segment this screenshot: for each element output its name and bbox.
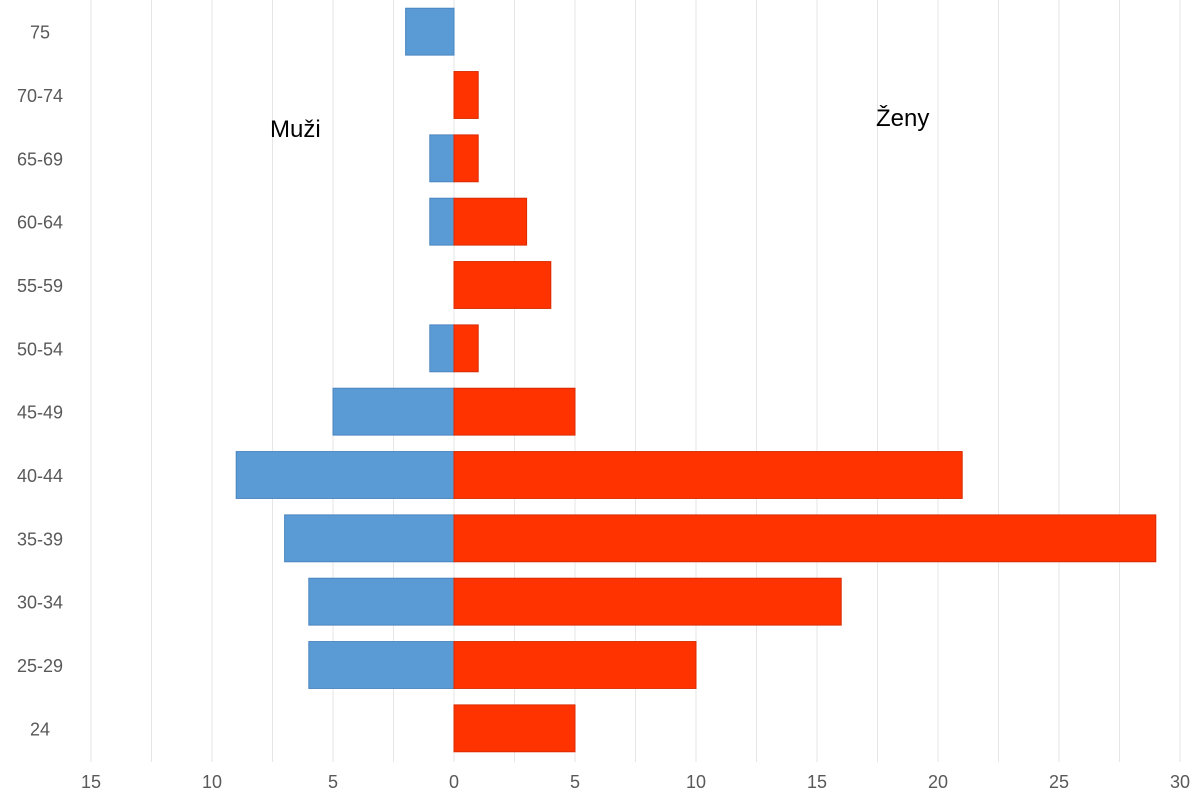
x-tick-label: 5 [570,772,580,792]
bar-zeny [453,577,842,626]
y-category-label: 65-69 [17,149,63,169]
y-axis-labels: 24 25-29 30-34 35-39 40-44 45-49 50-54 55-59 60-… [17,23,63,740]
y-category-label: 30-34 [17,593,63,613]
x-axis-labels: 15 10 5 0 5 10 15 20 25 30 [81,772,1190,792]
bar-zeny [453,197,528,246]
y-category-label: 40-44 [17,466,63,486]
bar-zeny [453,324,479,373]
y-category-label: 35-39 [17,529,63,549]
bar-zeny [453,451,963,499]
y-category-label: 50-54 [17,339,63,359]
annotation-zeny: Ženy [876,105,929,132]
y-category-label: 55-59 [17,276,63,296]
x-tick-label: 30 [1170,772,1190,792]
y-category-label: 70-74 [17,86,63,106]
bar-zeny [453,71,479,119]
bar-muzi [235,451,455,499]
bar-zeny [453,261,552,309]
bar-muzi [429,324,455,373]
bar-muzi [332,387,455,436]
x-tick-label: 10 [686,772,706,792]
bar-muzi [405,7,455,56]
x-tick-label: 25 [1049,772,1069,792]
x-tick-label: 15 [807,772,827,792]
bar-zeny [453,514,1157,563]
gridlines [90,0,1181,762]
x-tick-label: 5 [328,772,338,792]
bar-muzi [429,134,455,183]
bar-zeny [453,641,697,689]
bar-muzi [429,197,455,246]
annotation-muzi: Muži [270,116,321,143]
bar-muzi [308,641,455,689]
bar-zeny [453,134,479,183]
bar-zeny [453,387,576,436]
y-category-label: 24 [30,719,50,739]
x-tick-label: 15 [81,772,101,792]
y-category-label: 25-29 [17,656,63,676]
y-category-label: 45-49 [17,403,63,423]
bar-muzi [284,514,455,563]
x-tick-label: 0 [449,772,459,792]
bar-muzi [308,577,455,626]
x-tick-label: 10 [202,772,222,792]
y-category-label: 75 [30,23,50,43]
x-tick-label: 20 [928,772,948,792]
y-category-label: 60-64 [17,213,63,233]
bar-zeny [453,704,576,753]
bars [235,7,1157,753]
